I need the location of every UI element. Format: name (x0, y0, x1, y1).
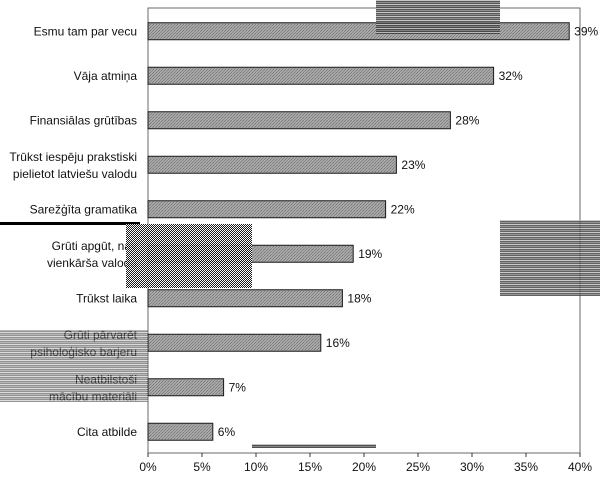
value-label: 28% (455, 113, 479, 127)
bar-group: 23% Trūkst iespēju prakstiski pielietot la… (9, 150, 425, 181)
category-label: Finansiālas grūtības (30, 113, 137, 127)
bar-texture (149, 335, 320, 351)
category-label: Grūti apgūt, nav vienkārša valoda (47, 239, 137, 270)
bar-texture (149, 201, 385, 217)
value-label: 16% (326, 336, 350, 350)
scan-artifact (0, 330, 148, 402)
category-label: Sarežģīta gramatika (30, 202, 138, 216)
value-label: 23% (401, 158, 425, 172)
value-label: 6% (218, 425, 236, 439)
category-label: Cita atbilde (77, 425, 137, 439)
bar-texture (149, 112, 450, 128)
bar-texture (149, 23, 569, 39)
value-label: 22% (391, 202, 415, 216)
scan-artifact (252, 444, 376, 448)
value-label: 19% (358, 247, 382, 261)
bar-texture (149, 157, 396, 173)
value-label: 18% (347, 291, 371, 305)
x-tick-label: 0% (139, 460, 157, 474)
scan-artifact (500, 220, 600, 296)
bar-group: 6% Cita atbilde (77, 422, 236, 441)
scan-artifacts (0, 0, 600, 448)
category-label: Trūkst iespēju prakstiski pielietot latvi… (9, 150, 137, 181)
x-tick-label: 30% (460, 460, 484, 474)
x-tick-label: 20% (352, 460, 376, 474)
bar-group: 18% Trūkst laika (76, 289, 372, 308)
bar-group: 32% Vāja atmiņa (74, 66, 523, 85)
x-tick-label: 5% (193, 460, 211, 474)
category-label: Vāja atmiņa (74, 69, 138, 83)
bar-group: 28% Finansiālas grūtības (30, 111, 480, 130)
x-tick-label: 15% (298, 460, 322, 474)
scan-artifact (126, 224, 252, 288)
bar-texture (149, 379, 223, 395)
x-tick-label: 40% (568, 460, 592, 474)
category-label: Trūkst laika (76, 291, 137, 305)
bar-group: 39% Esmu tam par vecu (34, 22, 599, 41)
x-tick-label: 10% (244, 460, 268, 474)
x-tick-label: 35% (514, 460, 538, 474)
bar-texture (149, 424, 212, 440)
bar-group: 22% Sarežģīta gramatika (30, 200, 415, 219)
bar-texture (149, 290, 342, 306)
value-label: 39% (574, 24, 598, 38)
value-label: 7% (229, 380, 247, 394)
value-label: 32% (499, 69, 523, 83)
scan-artifact (0, 222, 140, 225)
bar-texture (149, 68, 493, 84)
scan-artifact (376, 0, 500, 34)
x-tick-label: 25% (406, 460, 430, 474)
category-label: Esmu tam par vecu (34, 24, 137, 38)
